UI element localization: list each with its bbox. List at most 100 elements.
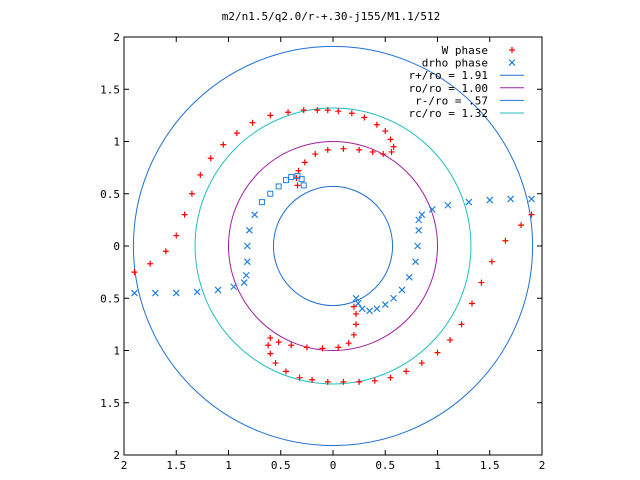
legend-sample-1 bbox=[508, 59, 516, 67]
data-point-0-13 bbox=[300, 107, 307, 114]
data-point-1-19 bbox=[300, 182, 307, 189]
y-tick-label-1: 1.5 bbox=[100, 397, 120, 410]
data-point-1-32 bbox=[398, 286, 406, 294]
data-point-1-0 bbox=[131, 289, 138, 297]
data-point-1-38 bbox=[354, 300, 362, 307]
data-point-1-27 bbox=[415, 216, 423, 224]
data-point-0-43 bbox=[418, 360, 425, 367]
data-point-1-15 bbox=[282, 177, 289, 184]
data-point-0-52 bbox=[282, 368, 289, 375]
data-point-1-14 bbox=[275, 183, 282, 190]
data-point-0-60 bbox=[319, 345, 326, 352]
data-point-0-21 bbox=[387, 136, 394, 143]
data-point-0-59 bbox=[303, 344, 310, 351]
data-point-0-51 bbox=[296, 374, 303, 381]
x-tick-label-7: 1.5 bbox=[480, 459, 500, 472]
data-point-0-3 bbox=[173, 232, 180, 239]
x-tick-label-3: 0.5 bbox=[271, 459, 291, 472]
data-point-0-63 bbox=[350, 331, 357, 338]
legend-label-1: drho phase bbox=[422, 57, 488, 70]
data-point-0-35 bbox=[518, 222, 525, 229]
legend-label-0: W phase bbox=[442, 44, 488, 57]
reference-circle-2 bbox=[272, 185, 394, 307]
x-tick-label-5: 0.5 bbox=[375, 459, 395, 472]
data-point-1-26 bbox=[418, 211, 426, 219]
legend-label-2: r+/ro = 1.91 bbox=[409, 69, 488, 82]
data-point-0-25 bbox=[369, 148, 376, 155]
data-point-0-23 bbox=[388, 148, 395, 155]
data-point-0-10 bbox=[249, 119, 256, 126]
data-point-0-33 bbox=[294, 182, 301, 189]
y-tick-label-0: 2 bbox=[113, 449, 120, 462]
data-point-1-18 bbox=[298, 176, 305, 183]
data-point-0-18 bbox=[361, 114, 368, 121]
data-point-1-7 bbox=[242, 271, 250, 279]
data-point-1-20 bbox=[528, 195, 535, 203]
data-point-1-23 bbox=[465, 198, 473, 206]
data-point-1-2 bbox=[172, 289, 180, 297]
data-point-0-24 bbox=[380, 151, 387, 158]
data-point-0-28 bbox=[324, 146, 331, 153]
data-point-1-39 bbox=[352, 294, 360, 302]
legend-label-4: r-/ro = .57 bbox=[415, 94, 488, 107]
data-point-1-35 bbox=[373, 305, 381, 313]
data-point-0-39 bbox=[468, 300, 475, 307]
data-point-1-33 bbox=[390, 294, 398, 302]
data-point-1-21 bbox=[507, 195, 515, 203]
series-layer bbox=[131, 107, 535, 385]
data-point-0-31 bbox=[295, 167, 302, 174]
data-point-0-48 bbox=[340, 378, 347, 385]
legend-label-5: rc/ro = 1.32 bbox=[409, 107, 488, 120]
data-point-0-14 bbox=[314, 107, 321, 114]
legend-label-3: ro/ro = 1.00 bbox=[409, 82, 488, 95]
data-point-0-4 bbox=[181, 211, 188, 218]
y-tick-label-3: 0.5 bbox=[100, 292, 120, 305]
data-point-0-50 bbox=[309, 376, 316, 383]
x-tick-label-1: 1.5 bbox=[166, 459, 186, 472]
data-point-0-38 bbox=[478, 279, 485, 286]
data-point-0-2 bbox=[162, 248, 169, 255]
data-point-0-53 bbox=[272, 360, 279, 367]
data-point-0-17 bbox=[348, 110, 355, 117]
data-point-0-6 bbox=[197, 171, 204, 178]
ticks-layer: 2 1.5 1 0.5 0 0.5 1 1.5 221.510.500.511.52 bbox=[100, 31, 545, 472]
data-point-0-34 bbox=[528, 211, 535, 218]
data-point-1-8 bbox=[243, 258, 251, 266]
data-point-1-22 bbox=[486, 196, 494, 204]
y-tick-label-6: 1 bbox=[113, 136, 120, 149]
data-point-0-5 bbox=[188, 190, 195, 197]
y-tick-label-7: 1.5 bbox=[100, 83, 120, 96]
data-point-0-20 bbox=[382, 128, 389, 135]
chart-title: m2/n1.5/q2.0/r-+.30-j155/M1.1/512 bbox=[222, 10, 441, 23]
data-point-1-34 bbox=[381, 301, 389, 308]
y-tick-label-8: 2 bbox=[113, 31, 120, 44]
data-point-1-36 bbox=[366, 307, 373, 315]
reference-circle-1 bbox=[228, 141, 438, 351]
data-point-0-62 bbox=[345, 340, 352, 347]
y-tick-label-2: 1 bbox=[113, 345, 120, 358]
y-tick-label-5: 0.5 bbox=[100, 188, 120, 201]
data-point-0-37 bbox=[488, 258, 495, 265]
data-point-1-13 bbox=[267, 190, 274, 197]
data-point-0-56 bbox=[267, 334, 274, 341]
data-point-0-49 bbox=[324, 378, 331, 385]
data-point-0-1 bbox=[147, 260, 154, 267]
data-point-0-47 bbox=[356, 378, 363, 385]
data-point-0-11 bbox=[267, 112, 274, 119]
data-point-0-66 bbox=[350, 303, 357, 310]
data-point-0-57 bbox=[275, 339, 282, 346]
data-point-0-40 bbox=[458, 321, 465, 328]
data-point-1-4 bbox=[214, 286, 222, 294]
data-point-0-30 bbox=[301, 159, 308, 166]
data-point-1-28 bbox=[415, 226, 423, 234]
data-point-1-12 bbox=[258, 199, 265, 206]
data-point-1-11 bbox=[251, 211, 259, 219]
y-tick-label-4: 0 bbox=[113, 240, 120, 253]
data-point-0-9 bbox=[233, 130, 240, 137]
data-point-0-36 bbox=[502, 237, 509, 244]
data-point-1-9 bbox=[243, 242, 251, 250]
data-point-0-16 bbox=[335, 108, 342, 115]
reference-circle-0 bbox=[132, 45, 534, 447]
